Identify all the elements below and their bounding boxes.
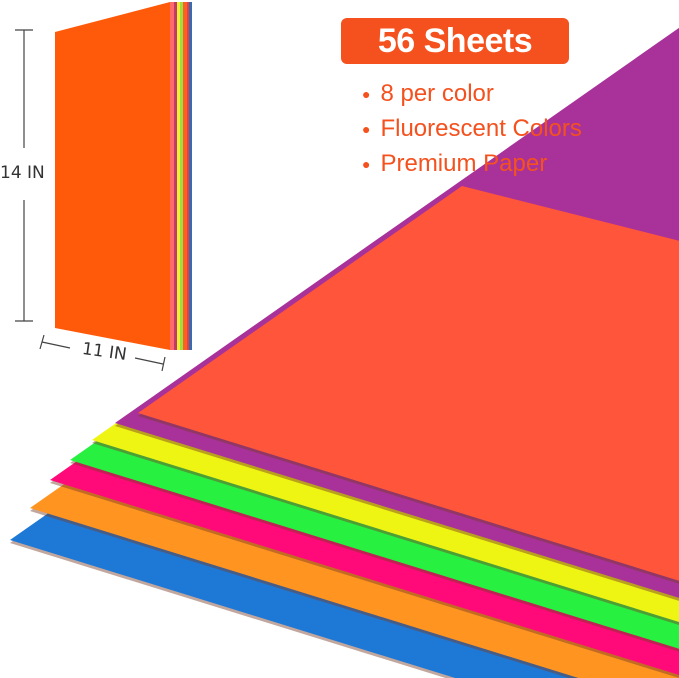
bullet-icon: ●	[362, 156, 371, 173]
sheet-red	[138, 186, 679, 581]
stack-edge-blue	[189, 2, 192, 350]
stack-edge-purple	[174, 2, 177, 350]
stack-edge-green	[180, 2, 183, 350]
bullet-icon: ●	[362, 86, 371, 103]
feature-item: ● Fluorescent Colors	[362, 115, 582, 142]
stack-edge-pink	[170, 2, 174, 350]
height-label: 14 IN	[0, 163, 45, 183]
height-dimension-line	[15, 29, 33, 322]
sheet-count-badge: 56 Sheets	[341, 18, 569, 64]
width-dimension-line	[39, 334, 166, 372]
stack-face	[55, 2, 170, 350]
bullet-icon: ●	[362, 121, 371, 138]
feature-item: ● 8 per color	[362, 80, 494, 107]
stack-edge-yellow	[177, 2, 180, 350]
feature-list: ● 8 per color ● Fluorescent Colors ● Premiu…	[362, 76, 582, 181]
stack-edge-orange	[183, 2, 187, 350]
paper-stack	[55, 2, 192, 350]
feature-item: ● Premium Paper	[362, 150, 548, 177]
fanned-paper-sheets	[10, 27, 679, 678]
stack-edge-red	[187, 2, 189, 350]
